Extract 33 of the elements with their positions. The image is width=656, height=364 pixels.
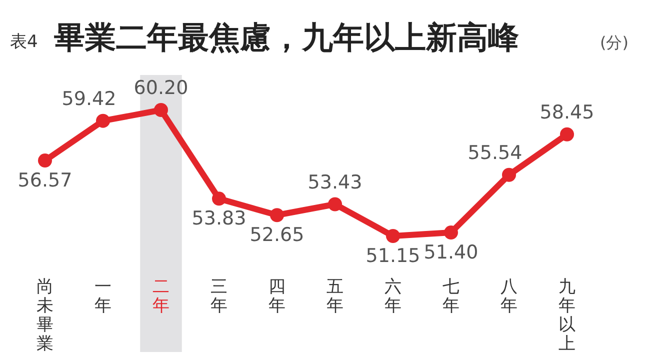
x-tick-label: 一年	[94, 277, 112, 316]
point	[270, 208, 284, 222]
data-label: 59.42	[62, 88, 116, 110]
x-tick-label: 六年	[384, 277, 402, 316]
point	[96, 114, 110, 128]
y-axis-title: (分)	[600, 33, 628, 52]
text: 表4	[10, 32, 38, 52]
data-label: 53.83	[192, 208, 246, 230]
data-label: 51.40	[424, 242, 478, 264]
point	[444, 226, 458, 240]
x-tick-label: 九年以上	[558, 277, 576, 354]
data-label: 58.45	[540, 101, 594, 124]
point	[560, 127, 574, 142]
point	[154, 103, 168, 117]
point	[502, 168, 516, 182]
data-label: 55.54	[468, 142, 522, 164]
chart-title: 畢業二年最焦慮，九年以上新高峰	[54, 20, 519, 56]
x-tick-label: 七年	[442, 277, 460, 316]
point	[38, 154, 52, 168]
point	[386, 229, 400, 243]
point	[212, 192, 226, 206]
data-label: 53.43	[308, 171, 362, 194]
data-label: 52.65	[250, 224, 304, 246]
data-label: 56.57	[18, 170, 72, 192]
x-tick-label: 三年	[210, 277, 228, 316]
x-tick-label: 八年	[500, 277, 518, 316]
point	[328, 197, 342, 212]
x-tick-label: 五年	[326, 277, 344, 316]
x-tick-label: 四年	[268, 277, 286, 316]
x-tick-label: 二年	[152, 277, 170, 316]
data-label: 60.20	[134, 77, 188, 99]
data-label: 51.15	[366, 245, 420, 267]
x-tick-label: 尚未畢業	[36, 277, 54, 354]
